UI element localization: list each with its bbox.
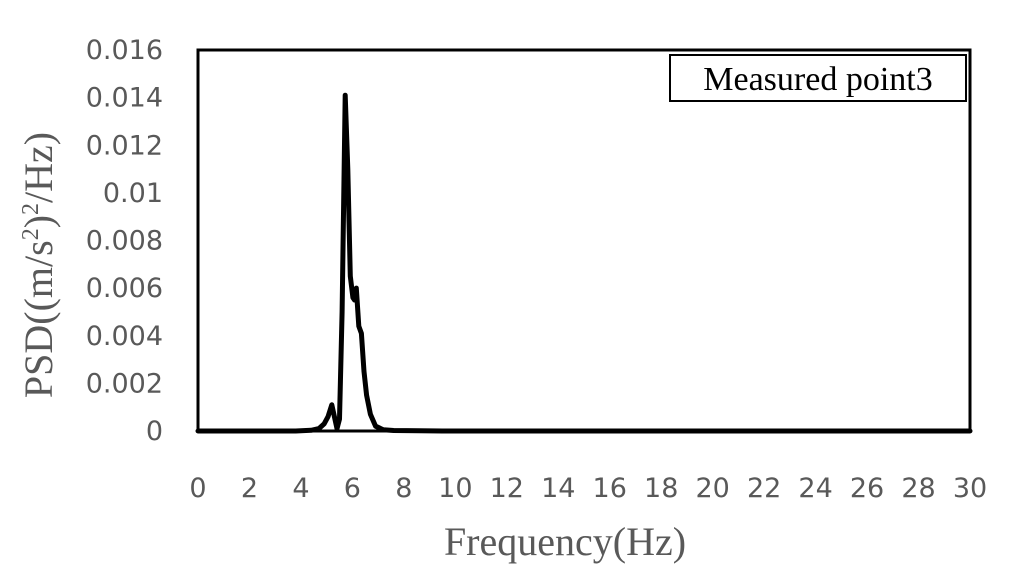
x-tick-label: 14 [541,473,575,504]
x-tick-label: 12 [490,473,524,504]
x-tick-label: 20 [695,473,729,504]
x-tick-label: 18 [644,473,678,504]
legend: Measured point3 [669,54,967,102]
y-tick-label: 0.014 [86,83,163,114]
x-axis-ticks: 0 2 4 6 8 10 12 14 16 18 20 22 24 26 28 30 [189,473,987,504]
legend-box [669,54,967,102]
series-line-measured-point3 [195,92,973,434]
y-axis-title-sup2: 2 [18,203,44,215]
x-axis-title: Frequency(Hz) [444,519,686,564]
x-tick-label: 22 [747,473,781,504]
y-tick-label: 0.002 [86,368,163,399]
x-tick-label: 2 [241,473,258,504]
y-tick-label: 0.008 [86,226,163,257]
y-tick-label: 0.004 [86,321,163,352]
x-tick-label: 0 [189,473,206,504]
x-tick-label: 4 [292,473,309,504]
x-tick-label: 8 [395,473,412,504]
y-axis-title-suffix: /Hz) [16,132,61,203]
x-tick-label: 26 [850,473,884,504]
y-tick-label: 0.012 [86,130,163,161]
y-tick-label: 0 [146,416,163,447]
y-tick-label: 0.016 [86,35,163,66]
y-axis-title-middle: ) [16,215,61,228]
x-tick-label: 30 [953,473,987,504]
x-tick-label: 16 [593,473,627,504]
y-tick-label: 0.01 [103,178,163,209]
x-tick-label: 24 [798,473,832,504]
x-tick-label: 6 [344,473,361,504]
y-axis-title-sup1: 2 [18,228,44,240]
y-axis-title: PSD((m/s2)2/Hz) [16,132,61,398]
y-axis-title-prefix: PSD((m/s [16,240,61,398]
y-axis-ticks: 0 0.002 0.004 0.006 0.008 0.01 0.012 0.014 0.016 [86,35,163,447]
x-tick-label: 10 [438,473,472,504]
y-tick-label: 0.006 [86,273,163,304]
legend-label: Measured point3 [703,61,932,98]
x-tick-label: 28 [901,473,935,504]
